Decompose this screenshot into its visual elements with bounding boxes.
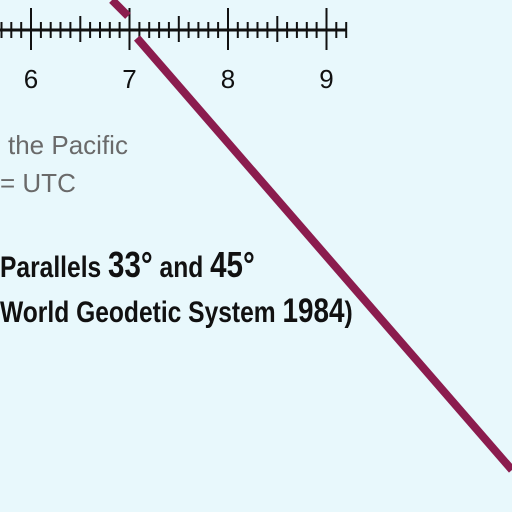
scale-tick-label: 9 — [319, 64, 333, 94]
parallel-1: 33° — [108, 244, 153, 285]
scale-bar: 6 7 8 9 — [0, 8, 348, 94]
note-line-1: the Pacific — [8, 130, 128, 160]
datum-suffix: ) — [344, 296, 353, 329]
projection-line-1: Parallels 33° and 45° — [0, 244, 255, 286]
projection-line-2: World Geodetic System 1984) — [0, 292, 353, 331]
route-line-segment-top — [109, 0, 131, 19]
projection-prefix: Parallels — [0, 251, 109, 284]
parallel-2: 45° — [210, 244, 255, 285]
projection-conj: and — [152, 251, 211, 284]
datum-year: 1984 — [282, 292, 345, 330]
datum-label: World Geodetic System — [0, 296, 283, 329]
scale-tick-label: 6 — [24, 64, 38, 94]
scale-tick-label: 8 — [221, 64, 235, 94]
scale-tick-label: 7 — [122, 64, 136, 94]
scale-bar-ticks — [0, 8, 348, 50]
note-line-2: = UTC — [0, 168, 76, 198]
route-line — [133, 35, 512, 473]
scale-bar-labels: 6 7 8 9 — [24, 64, 334, 94]
